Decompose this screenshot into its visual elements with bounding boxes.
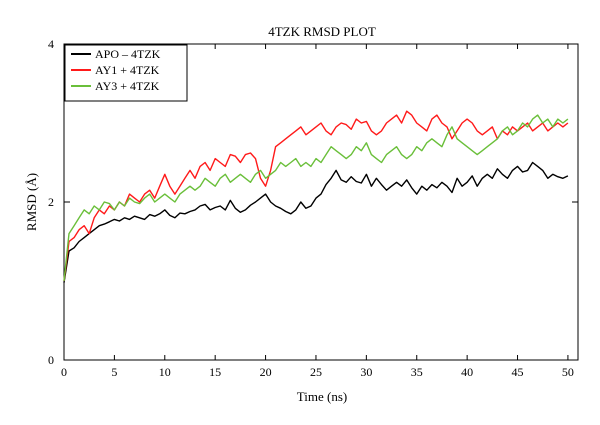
chart-title: 4TZK RMSD PLOT — [268, 24, 376, 39]
legend-entry-label: APO – 4TZK — [95, 47, 161, 61]
y-tick-label: 0 — [48, 353, 54, 367]
y-axis-label: RMSD (Å) — [24, 173, 39, 231]
x-tick-label: 0 — [61, 365, 67, 379]
y-tick-label: 2 — [48, 195, 54, 209]
legend: APO – 4TZK AY1 + 4TZK AY3 + 4TZK — [64, 44, 188, 102]
x-tick-label: 45 — [512, 365, 524, 379]
legend-entry-label: AY1 + 4TZK — [95, 63, 160, 77]
legend-entry-label: AY3 + 4TZK — [95, 79, 160, 93]
x-tick-label: 15 — [209, 365, 221, 379]
y-tick-label: 4 — [48, 37, 54, 51]
x-tick-label: 40 — [461, 365, 473, 379]
x-tick-label: 20 — [260, 365, 272, 379]
series-line-2 — [63, 110, 569, 282]
x-tick-label: 10 — [159, 365, 171, 379]
x-tick-label: 35 — [411, 365, 423, 379]
x-tick-label: 25 — [310, 365, 322, 379]
x-tick-label: 5 — [111, 365, 117, 379]
x-axis-label: Time (ns) — [297, 389, 347, 404]
axis-ticks: 0 5 10 15 20 25 30 35 40 45 50 0 2 4 — [48, 37, 578, 379]
series-line-1 — [63, 161, 569, 283]
series-line-3 — [63, 114, 569, 282]
series-layer — [63, 110, 569, 283]
x-tick-label: 50 — [562, 365, 574, 379]
x-tick-label: 30 — [360, 365, 372, 379]
